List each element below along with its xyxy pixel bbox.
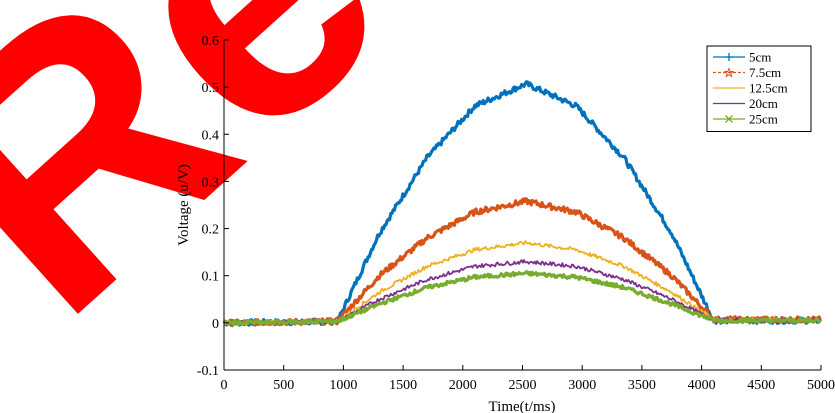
y-tick-label: 0.4 bbox=[202, 128, 220, 143]
x-tick-label: 2000 bbox=[449, 378, 477, 393]
x-tick-label: 1500 bbox=[389, 378, 417, 393]
legend-box bbox=[706, 45, 812, 132]
x-tick-label: 0 bbox=[221, 378, 228, 393]
legend-label-7.5cm: 7.5cm bbox=[749, 65, 781, 80]
y-tick-label: 0.1 bbox=[202, 270, 220, 285]
y-tick-label: -0.1 bbox=[197, 364, 219, 379]
legend-label-20cm: 20cm bbox=[749, 96, 778, 111]
legend-label-12.5cm: 12.5cm bbox=[749, 81, 788, 96]
x-axis-title: Time(t/ms) bbox=[489, 399, 556, 413]
legend-label-25cm: 25cm bbox=[749, 112, 778, 127]
y-axis-title: Voltage (u/V) bbox=[176, 164, 192, 246]
y-tick-label: 0 bbox=[212, 317, 219, 332]
y-tick-label: 0.3 bbox=[202, 175, 220, 190]
x-tick-label: 3500 bbox=[628, 378, 656, 393]
legend-label-5cm: 5cm bbox=[749, 50, 771, 65]
x-tick-label: 1000 bbox=[329, 378, 357, 393]
watermark-text: Re bbox=[0, 0, 454, 387]
series-line-20cm bbox=[223, 259, 821, 326]
series-line-25cm bbox=[222, 270, 822, 327]
x-tick-label: 500 bbox=[273, 378, 294, 393]
watermark: Re bbox=[0, 0, 454, 387]
y-tick-label: 0.2 bbox=[202, 223, 220, 238]
x-tick-label: 2500 bbox=[509, 378, 537, 393]
axes-layer: 0 500 1000 1500 2000 2500 3000 3500 4000 4500 5000… bbox=[197, 34, 835, 393]
x-tick-label: 4000 bbox=[688, 378, 716, 393]
legend-marker-7.5cm bbox=[723, 67, 735, 78]
y-tick-label: 0.5 bbox=[202, 81, 220, 96]
x-tick-label: 4500 bbox=[747, 378, 775, 393]
series-line-12.5cm bbox=[223, 240, 821, 326]
x-tick-label: 5000 bbox=[807, 378, 835, 393]
plot-layer bbox=[222, 80, 822, 328]
legend-marker-5cm bbox=[725, 53, 733, 61]
legend-marker-25cm bbox=[725, 115, 733, 123]
y-tick-label: 0.6 bbox=[202, 34, 220, 49]
x-tick-label: 3000 bbox=[568, 378, 596, 393]
